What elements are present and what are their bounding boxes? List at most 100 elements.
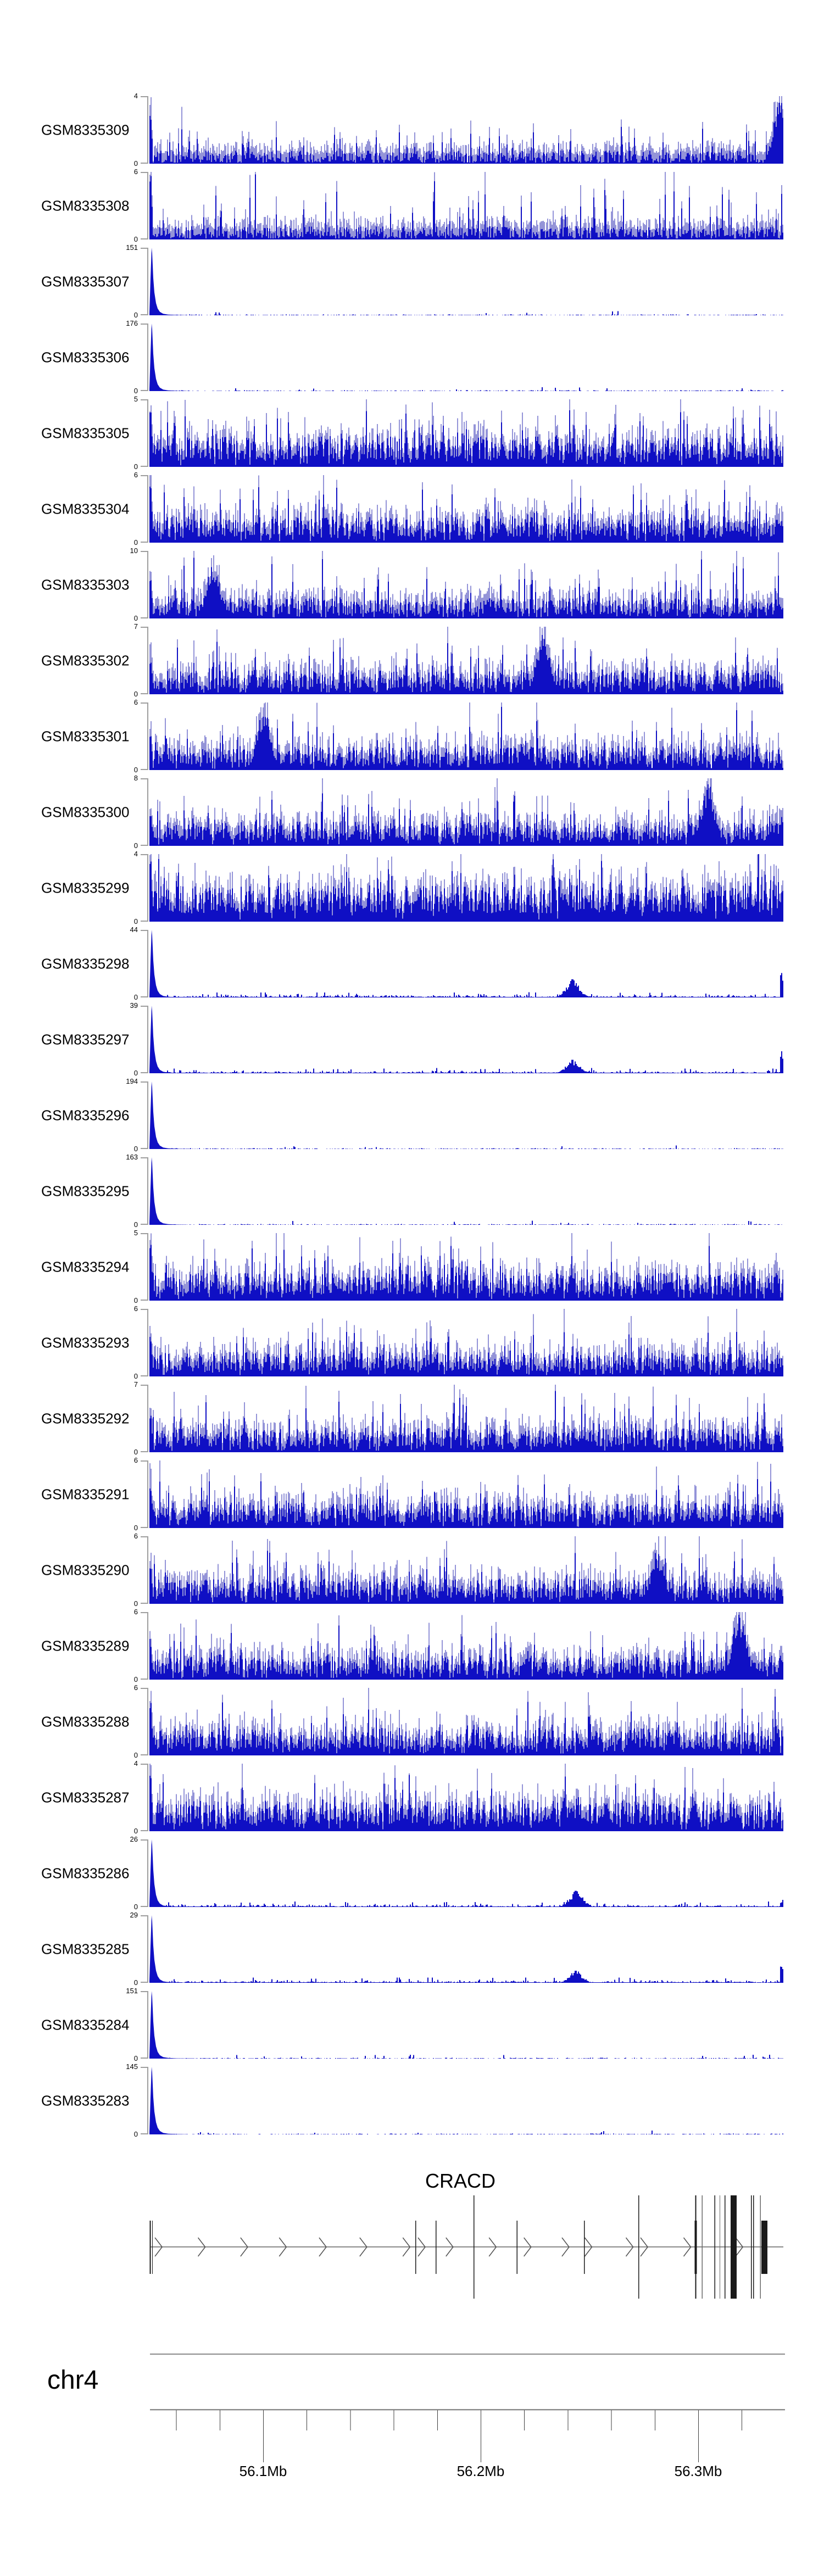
y-axis-line: [147, 248, 148, 315]
coverage-track-GSM8335306: GSM8335306 176 0: [0, 320, 824, 395]
y-axis-top-tick: [141, 324, 147, 325]
y-axis-max-label: 6: [133, 1608, 138, 1616]
coverage-histogram: [149, 930, 783, 997]
coverage-histogram: [149, 1991, 783, 2059]
coverage-track-GSM8335294: GSM8335294 5 0: [0, 1229, 824, 1304]
y-axis-zero-tick: [141, 1830, 147, 1831]
coverage-track-GSM8335302: GSM8335302 7 0: [0, 623, 824, 698]
y-axis-max-label: 5: [133, 395, 138, 403]
y-axis-max-label: 194: [126, 1077, 138, 1085]
y-axis-top-tick: [141, 172, 147, 173]
y-axis-top-tick: [141, 1991, 147, 1992]
sample-name-label: GSM8335309: [41, 121, 130, 138]
y-axis-line: [147, 172, 148, 239]
sample-name-label: GSM8335305: [41, 425, 130, 441]
y-axis-zero-tick: [141, 845, 147, 846]
coverage-track-GSM8335304: GSM8335304 6 0: [0, 471, 824, 547]
y-axis-line: [147, 1688, 148, 1755]
gene-name-label: CRACD: [425, 2170, 495, 2192]
sample-name-label: GSM8335287: [41, 1789, 130, 1805]
y-axis-line: [147, 1991, 148, 2059]
coverage-track-GSM8335305: GSM8335305 5 0: [0, 395, 824, 471]
sample-name-label: GSM8335307: [41, 273, 130, 289]
y-axis-zero-label: 0: [133, 538, 138, 547]
y-axis-zero-tick: [141, 466, 147, 467]
y-axis-max-label: 6: [133, 168, 138, 176]
y-axis-max-label: 145: [126, 2062, 138, 2071]
y-axis-zero-tick: [141, 617, 147, 618]
sample-name-label: GSM8335283: [41, 2092, 130, 2109]
sample-name-label: GSM8335300: [41, 804, 130, 820]
y-axis-zero-label: 0: [133, 1145, 138, 1153]
y-axis-top-tick: [141, 248, 147, 249]
sample-name-label: GSM8335303: [41, 576, 130, 593]
coverage-histogram: [149, 172, 783, 239]
y-axis-max-label: 29: [130, 1911, 138, 1919]
coverage-histogram: [149, 1081, 783, 1149]
y-axis-zero-tick: [141, 314, 147, 315]
y-axis-line: [147, 854, 148, 922]
y-axis-zero-tick: [141, 2058, 147, 2059]
y-axis-zero-tick: [141, 1072, 147, 1073]
coverage-track-GSM8335295: GSM8335295 163 0: [0, 1153, 824, 1229]
coverage-histogram: [149, 1233, 783, 1301]
coverage-histogram: [149, 248, 783, 315]
y-axis-max-label: 10: [130, 547, 138, 555]
y-axis-max-label: 6: [133, 471, 138, 479]
coverage-histogram: [149, 1385, 783, 1452]
coverage-histogram: [149, 1460, 783, 1528]
coverage-histogram: [149, 1612, 783, 1680]
coverage-track-GSM8335293: GSM8335293 6 0: [0, 1305, 824, 1380]
chromosome-label: chr4: [47, 2366, 99, 2395]
y-axis-top-tick: [141, 1006, 147, 1007]
y-axis-max-label: 6: [133, 1683, 138, 1692]
y-axis-max-label: 39: [130, 1001, 138, 1010]
coverage-track-GSM8335292: GSM8335292 7 0: [0, 1381, 824, 1456]
y-axis-zero-label: 0: [133, 1220, 138, 1229]
coverage-track-GSM8335301: GSM8335301 6 0: [0, 699, 824, 774]
coverage-histogram: [149, 1157, 782, 1225]
y-axis-line: [147, 475, 148, 543]
y-axis-zero-tick: [141, 1300, 147, 1301]
y-axis-top-tick: [141, 1081, 147, 1083]
y-axis-max-label: 6: [133, 1304, 138, 1313]
y-axis-line: [147, 1006, 148, 1073]
y-axis-line: [147, 778, 148, 846]
y-axis-zero-label: 0: [133, 766, 138, 774]
y-axis-zero-tick: [141, 238, 147, 239]
coverage-track-GSM8335303: GSM8335303 10 0: [0, 547, 824, 622]
y-axis-zero-label: 0: [133, 690, 138, 698]
sample-name-label: GSM8335286: [41, 1865, 130, 1881]
coverage-track-GSM8335288: GSM8335288 6 0: [0, 1684, 824, 1759]
y-axis-line: [147, 627, 148, 694]
y-axis-zero-label: 0: [133, 1448, 138, 1456]
y-axis-zero-tick: [141, 1148, 147, 1149]
y-axis-zero-label: 0: [133, 1296, 138, 1304]
y-axis-zero-label: 0: [133, 841, 138, 850]
y-axis-top-tick: [141, 1612, 147, 1613]
y-axis-max-label: 5: [133, 1229, 138, 1237]
coverage-track-GSM8335298: GSM8335298 44 0: [0, 926, 824, 1001]
y-axis-zero-tick: [141, 2133, 147, 2134]
y-axis-zero-tick: [141, 1906, 147, 1907]
y-axis-zero-tick: [141, 1224, 147, 1225]
coverage-track-GSM8335307: GSM8335307 151 0: [0, 244, 824, 319]
y-axis-zero-tick: [141, 390, 147, 391]
y-axis-max-label: 26: [130, 1835, 138, 1843]
y-axis-zero-tick: [141, 693, 147, 694]
y-axis-top-tick: [141, 1460, 147, 1462]
coverage-track-GSM8335284: GSM8335284 151 0: [0, 1987, 824, 2062]
y-axis-zero-label: 0: [133, 917, 138, 925]
sample-name-label: GSM8335292: [41, 1410, 130, 1426]
y-axis-zero-label: 0: [133, 1978, 138, 1987]
y-axis-zero-tick: [141, 1375, 147, 1376]
y-axis-top-tick: [141, 1309, 147, 1310]
y-axis-line: [147, 1536, 148, 1604]
y-axis-zero-label: 0: [133, 462, 138, 471]
y-axis-max-label: 151: [126, 1987, 138, 1995]
y-axis-line: [147, 1385, 148, 1452]
y-axis-line: [147, 551, 148, 618]
coverage-histogram: [149, 1536, 783, 1604]
y-axis-line: [147, 930, 148, 997]
y-axis-max-label: 44: [130, 925, 138, 934]
